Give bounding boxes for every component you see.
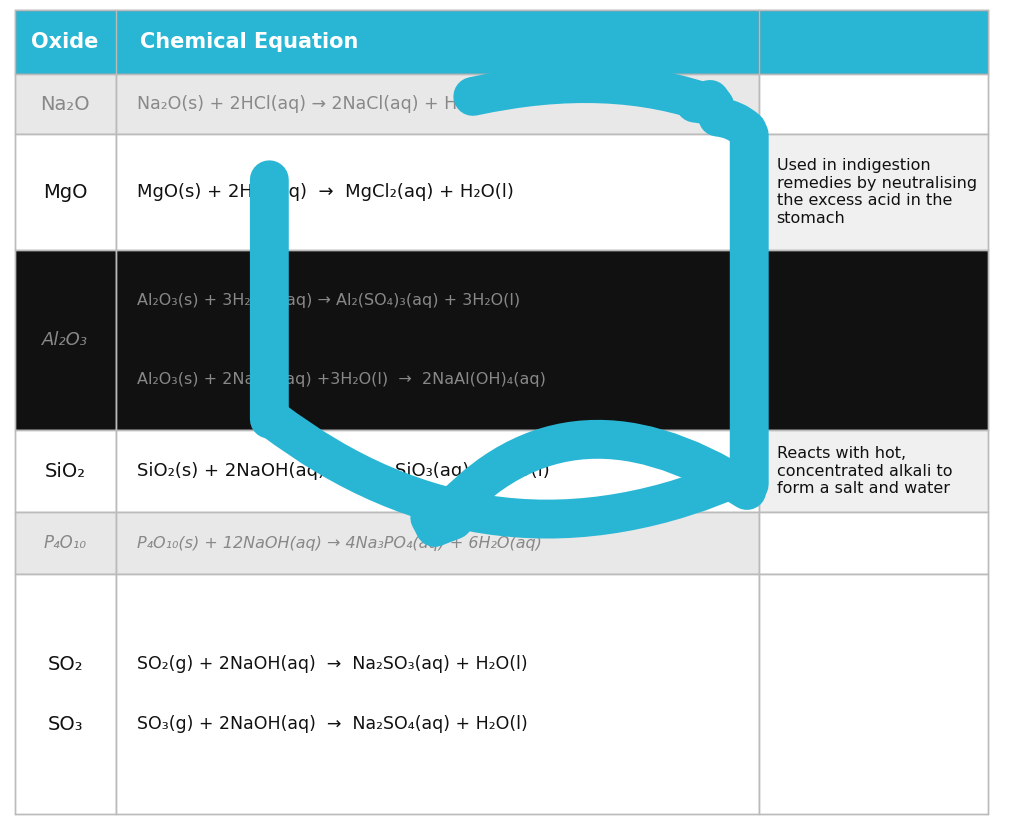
Bar <box>116 134 759 250</box>
Text: SiO₂: SiO₂ <box>45 461 86 481</box>
Bar <box>116 574 759 814</box>
Bar <box>759 250 988 430</box>
Text: Reacts with acid to
form a salt and water: Reacts with acid to form a salt and wate… <box>776 284 941 316</box>
Text: SiO₂(s) + 2NaOH(aq)  →  Na₂SiO₃(aq) + H₂O(l): SiO₂(s) + 2NaOH(aq) → Na₂SiO₃(aq) + H₂O(… <box>137 462 550 480</box>
Text: Al₂O₃: Al₂O₃ <box>42 331 88 349</box>
Bar <box>14 430 116 512</box>
Bar <box>759 74 988 134</box>
Text: Reacts with hot,
concentrated alkali
to form a salt: Reacts with hot, concentrated alkali to … <box>776 355 924 404</box>
Text: Used in indigestion
remedies by neutralising
the excess acid in the
stomach: Used in indigestion remedies by neutrali… <box>776 159 977 225</box>
Bar <box>759 574 988 814</box>
Text: Reacts with hot,
concentrated alkali to
form a salt and water: Reacts with hot, concentrated alkali to … <box>776 446 952 496</box>
Text: SO₃(g) + 2NaOH(aq)  →  Na₂SO₄(aq) + H₂O(l): SO₃(g) + 2NaOH(aq) → Na₂SO₄(aq) + H₂O(l) <box>137 715 527 733</box>
Bar <box>116 74 759 134</box>
Bar <box>14 74 116 134</box>
Text: P₄O₁₀: P₄O₁₀ <box>44 534 87 552</box>
Bar <box>14 250 116 430</box>
Text: Chemical Equation: Chemical Equation <box>140 32 358 52</box>
Bar <box>759 134 988 250</box>
Text: P₄O₁₀(s) + 12NaOH(aq) → 4Na₃PO₄(aq) + 6H₂O(aq): P₄O₁₀(s) + 12NaOH(aq) → 4Na₃PO₄(aq) + 6H… <box>137 535 542 551</box>
Text: MgO(s) + 2HCl(aq)  →  MgCl₂(aq) + H₂O(l): MgO(s) + 2HCl(aq) → MgCl₂(aq) + H₂O(l) <box>137 183 514 201</box>
Text: Na₂O(s) + 2HCl(aq) → 2NaCl(aq) + H₂O(l): Na₂O(s) + 2HCl(aq) → 2NaCl(aq) + H₂O(l) <box>137 95 497 113</box>
Bar <box>116 430 759 512</box>
Bar <box>116 250 759 430</box>
Text: SO₂: SO₂ <box>47 654 83 673</box>
Text: SO₃: SO₃ <box>47 714 83 733</box>
Bar <box>759 512 988 574</box>
Bar <box>759 10 988 74</box>
Text: SO₂(g) + 2NaOH(aq)  →  Na₂SO₃(aq) + H₂O(l): SO₂(g) + 2NaOH(aq) → Na₂SO₃(aq) + H₂O(l) <box>137 655 527 673</box>
Bar <box>14 574 116 814</box>
Text: Al₂O₃(s) + 3H₂SO₄(aq) → Al₂(SO₄)₃(aq) + 3H₂O(l): Al₂O₃(s) + 3H₂SO₄(aq) → Al₂(SO₄)₃(aq) + … <box>137 293 520 308</box>
Bar <box>116 512 759 574</box>
Bar <box>759 430 988 512</box>
Text: Na₂O: Na₂O <box>40 95 90 113</box>
Text: MgO: MgO <box>43 182 87 201</box>
Text: Oxide: Oxide <box>32 32 99 52</box>
Text: Al₂O₃(s) + 2NaOH(aq) +3H₂O(l)  →  2NaAl(OH)₄(aq): Al₂O₃(s) + 2NaOH(aq) +3H₂O(l) → 2NaAl(OH… <box>137 372 546 387</box>
Bar <box>14 134 116 250</box>
Bar <box>14 10 759 74</box>
Bar <box>14 512 116 574</box>
